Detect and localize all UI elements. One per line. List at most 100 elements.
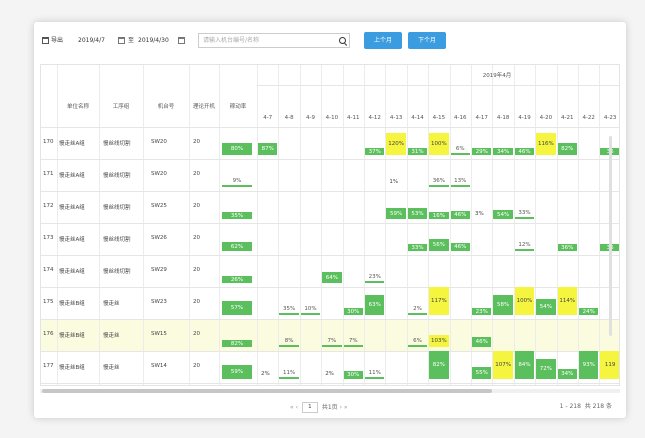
grid-column-line [406, 65, 408, 385]
daily-utilization-bar: 29% [472, 148, 492, 155]
planned-hours: 20 [193, 139, 200, 145]
utilization-rate-bar: 80% [222, 143, 252, 155]
unit-name: 慢走丝A组 [59, 237, 85, 243]
process-group: 慢走丝 [103, 301, 120, 307]
unit-name: 慢走丝A组 [59, 141, 85, 147]
daily-utilization-bar: 120% [386, 133, 406, 155]
search-box [198, 33, 350, 48]
first-page-button[interactable]: « [290, 404, 294, 411]
grid-column-line [342, 65, 344, 385]
day-header: 4-13 [389, 115, 403, 121]
utilization-rate-bar: 9% [222, 178, 252, 187]
process-group: 慢丝线切割 [103, 205, 131, 211]
column-header: 理论开机 [192, 104, 215, 110]
row-divider [41, 159, 619, 160]
planned-hours: 20 [193, 203, 200, 209]
row-number: 175 [43, 299, 54, 305]
grid-column-line [99, 65, 100, 385]
daily-utilization-bar: 59% [386, 208, 406, 219]
row-number: 172 [43, 203, 54, 209]
grid-column-line [257, 65, 258, 385]
daily-utilization-bar: 56% [429, 239, 449, 251]
prev-month-button[interactable]: 上个月 [364, 32, 402, 49]
grid-column-line [189, 65, 190, 385]
horizontal-scrollbar[interactable] [40, 389, 620, 393]
row-divider [41, 191, 619, 192]
daily-utilization-bar: 36% [557, 244, 577, 251]
daily-utilization-bar: 72% [536, 359, 556, 379]
planned-hours: 20 [193, 267, 200, 273]
daily-utilization-bar: 36% [429, 178, 449, 187]
export-button[interactable]: 导出 [42, 36, 63, 46]
row-divider [41, 351, 619, 352]
unit-name: 慢走丝B组 [59, 301, 85, 307]
page-number-input[interactable]: 1 [301, 402, 318, 413]
daily-utilization-bar: 37% [365, 148, 385, 155]
end-calendar-button[interactable] [178, 36, 187, 46]
daily-utilization-bar: 3% [475, 211, 484, 217]
start-calendar-button[interactable] [118, 36, 127, 46]
daily-utilization-bar: 2% [261, 371, 270, 377]
last-page-button[interactable]: » [343, 404, 348, 411]
day-header: 4-21 [561, 115, 574, 121]
next-month-button[interactable]: 下个月 [408, 32, 446, 49]
daily-utilization-bar: 117% [429, 287, 449, 315]
day-header: 4-15 [432, 115, 446, 121]
daily-utilization-bar: 12% [514, 242, 535, 251]
unit-name: 慢走丝B组 [59, 365, 85, 371]
row-number: 174 [43, 267, 54, 273]
grid-column-line [599, 65, 601, 385]
day-header: 4-10 [325, 115, 339, 121]
grid-column-line [321, 65, 323, 385]
grid-column-line [578, 65, 579, 385]
vertical-scrollbar[interactable] [609, 136, 612, 336]
pager: « ‹ 1 共1页 › » [290, 402, 348, 413]
daily-utilization-bar: 84% [514, 351, 535, 379]
search-input[interactable] [201, 35, 335, 46]
daily-utilization-bar: 2% [325, 371, 334, 377]
row-divider [41, 383, 619, 384]
end-date-field[interactable]: 2019/4/30 [138, 36, 169, 46]
daily-utilization-bar: 46% [450, 211, 470, 219]
main-card: 导出 2019/4/7 至 2019/4/30 上个月 下个月 2019年4月单… [34, 22, 626, 418]
search-icon[interactable] [339, 37, 346, 44]
day-header: 4-22 [582, 115, 595, 121]
day-header: 4-9 [306, 115, 315, 121]
calendar-icon [178, 37, 185, 44]
daily-utilization-bar: 53% [407, 208, 428, 219]
utilization-rate-bar: 82% [222, 340, 252, 347]
process-group: 慢丝线切割 [103, 237, 131, 243]
calendar-icon [118, 37, 125, 44]
daily-utilization-bar: 82% [557, 143, 577, 155]
machine-number: SW25 [151, 203, 167, 209]
daily-utilization-bar: 7% [322, 338, 342, 347]
process-group: 慢丝线切割 [103, 141, 131, 147]
column-header: 单位名称 [66, 104, 89, 110]
prev-page-button[interactable]: ‹ [295, 404, 298, 411]
planned-hours: 20 [193, 331, 200, 337]
process-group: 慢走丝 [103, 365, 120, 371]
record-range: 1 - 218 [559, 403, 581, 410]
daily-utilization-bar: 103% [429, 335, 449, 347]
daily-utilization-bar: 100% [429, 133, 449, 155]
daily-utilization-bar: 6% [450, 146, 470, 155]
column-header: 工序组 [112, 104, 130, 110]
daily-utilization-bar: 6% [407, 338, 428, 347]
utilization-rate-bar: 57% [222, 301, 252, 315]
grid-column-line [219, 65, 220, 385]
utilization-rate-bar: 35% [222, 212, 252, 219]
grid-column-line [278, 65, 280, 385]
row-number: 173 [43, 235, 54, 241]
start-date-field[interactable]: 2019/4/7 [78, 36, 105, 46]
daily-utilization-bar: 46% [450, 243, 470, 251]
daily-utilization-bar: 10% [300, 306, 321, 315]
daily-utilization-bar: 54% [536, 299, 556, 315]
unit-name: 慢走丝A组 [59, 173, 85, 179]
next-page-button[interactable]: › [339, 404, 342, 411]
machine-number: SW20 [151, 139, 167, 145]
daily-utilization-bar: 34% [557, 369, 577, 379]
day-header: 4-16 [454, 115, 467, 121]
grid-column-line [364, 65, 365, 385]
horizontal-scroll-thumb[interactable] [42, 389, 492, 393]
row-number: 170 [43, 139, 54, 145]
